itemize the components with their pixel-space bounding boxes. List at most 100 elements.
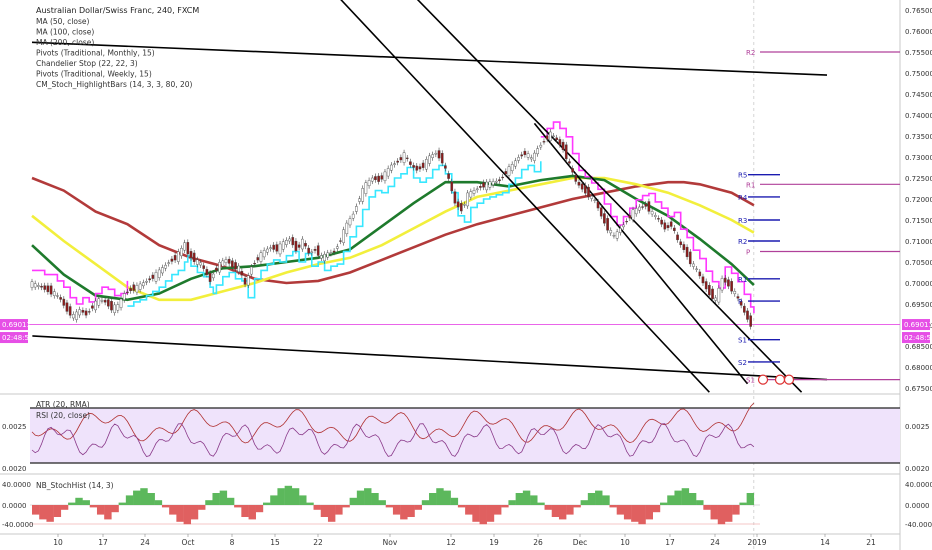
stoch-bar bbox=[306, 502, 314, 505]
atr-line bbox=[31, 402, 755, 444]
stoch-bar bbox=[436, 488, 444, 505]
stoch-bar bbox=[515, 493, 524, 505]
stoch-bar bbox=[147, 493, 155, 505]
stoch-bar bbox=[681, 488, 690, 505]
ma50-line bbox=[31, 174, 755, 302]
stoch-tick: 0.0000 bbox=[2, 502, 27, 510]
time-tick: 24 bbox=[140, 538, 150, 547]
indicator-legend-item: Pivots (Traditional, Weekly, 15) bbox=[36, 70, 152, 79]
time-tick: 10 bbox=[620, 538, 630, 547]
price-tick: 0.72500 bbox=[905, 175, 932, 183]
stoch-bar bbox=[89, 505, 98, 508]
stoch-bar bbox=[356, 490, 365, 505]
indicator-legend-item: MA (100, close) bbox=[36, 28, 94, 37]
stoch-bar bbox=[241, 505, 249, 517]
trend-line-0 bbox=[31, 41, 828, 76]
pane-label: NB_StochHist (14, 3) bbox=[36, 481, 114, 490]
stoch-bar bbox=[342, 505, 350, 508]
indicator-legend-item: CM_Stoch_HighlightBars (14, 3, 3, 80, 20… bbox=[36, 80, 193, 89]
stoch-bar bbox=[732, 505, 740, 515]
stoch-bar bbox=[270, 495, 278, 505]
stoch-hist-pane: NB_StochHist (14, 3) bbox=[32, 481, 755, 525]
price-tick: 0.74000 bbox=[905, 112, 932, 120]
ma100-line bbox=[31, 176, 755, 302]
time-tick: Nov bbox=[383, 538, 398, 547]
stoch-bar bbox=[566, 505, 574, 515]
stoch-bar bbox=[609, 505, 617, 508]
stoch-bar bbox=[400, 505, 408, 520]
rsi-line bbox=[31, 423, 755, 457]
weekly-pivot-label: P bbox=[738, 298, 742, 306]
stoch-bar bbox=[140, 488, 148, 505]
current-time-tag-left-bg bbox=[0, 332, 28, 344]
stoch-bar bbox=[327, 505, 336, 522]
stoch-tick: 40.0000 bbox=[2, 481, 31, 489]
trend-lines bbox=[31, 0, 828, 393]
stoch-tick: 0.0000 bbox=[905, 502, 930, 510]
stoch-bar bbox=[667, 495, 675, 505]
stoch-bar bbox=[226, 497, 235, 505]
weekly-pivot-label: R5 bbox=[738, 172, 747, 180]
price-tick: 0.68500 bbox=[905, 343, 932, 351]
price-tick: 0.67500 bbox=[905, 385, 932, 393]
time-tick: 19 bbox=[489, 538, 499, 547]
stoch-bar bbox=[46, 505, 54, 522]
stoch-bar bbox=[465, 505, 473, 515]
stoch-bar bbox=[198, 505, 206, 510]
stoch-bar bbox=[371, 493, 379, 505]
stoch-bar bbox=[688, 493, 697, 505]
stoch-bar bbox=[291, 488, 300, 505]
current-time-tag-left: 02:48:54 bbox=[2, 334, 34, 342]
time-tick: 8 bbox=[230, 538, 235, 547]
stoch-bar bbox=[125, 495, 134, 505]
trend-line-4 bbox=[533, 122, 749, 385]
stoch-bar bbox=[248, 505, 256, 520]
stoch-bar bbox=[205, 500, 213, 505]
current-price-tag-left-bg bbox=[0, 319, 28, 331]
ma200-line bbox=[31, 176, 755, 285]
price-tick: 0.71500 bbox=[905, 217, 932, 225]
trend-line-1 bbox=[31, 335, 828, 381]
price-tick: 0.69500 bbox=[905, 301, 932, 309]
stoch-bar bbox=[631, 505, 639, 522]
chandelier-stop-short bbox=[32, 269, 129, 305]
price-tick: 0.68000 bbox=[905, 364, 932, 372]
event-marker bbox=[774, 374, 786, 385]
stoch-tick: 40.0000 bbox=[905, 481, 932, 489]
stoch-bar bbox=[652, 505, 661, 513]
time-tick: 12 bbox=[446, 538, 456, 547]
stoch-bar bbox=[746, 493, 755, 505]
stoch-bar bbox=[623, 505, 632, 520]
chandelier-stop-long bbox=[127, 161, 542, 307]
monthly-pivot-label: R1 bbox=[746, 181, 755, 189]
atr-tick: 0.0025 bbox=[2, 423, 27, 431]
stoch-bar bbox=[39, 505, 47, 520]
stoch-bar bbox=[169, 505, 177, 515]
stoch-bar bbox=[443, 490, 451, 505]
stoch-bar bbox=[183, 505, 192, 525]
stoch-bar bbox=[364, 488, 372, 505]
current-time-tag-right: 02:48:54 bbox=[904, 334, 932, 342]
stoch-bar bbox=[696, 500, 704, 505]
stoch-bar bbox=[176, 505, 184, 522]
stoch-bar bbox=[255, 505, 264, 513]
monthly-pivot-label: R2 bbox=[746, 49, 755, 57]
indicator-legend-item: Pivots (Traditional, Monthly, 15) bbox=[36, 49, 155, 58]
stoch-bar bbox=[60, 505, 69, 510]
pane-label: RSI (20, close) bbox=[36, 411, 90, 420]
stoch-bar bbox=[450, 497, 459, 505]
weekly-pivot-label: R1 bbox=[738, 276, 747, 284]
time-tick: 21 bbox=[866, 538, 876, 547]
stoch-bar bbox=[558, 505, 567, 520]
stoch-bar bbox=[118, 502, 127, 505]
chart-title: Australian Dollar/Swiss Franc, 240, FXCM bbox=[36, 6, 199, 15]
time-tick: 24 bbox=[710, 538, 720, 547]
current-price-tag-right: 0.69011 bbox=[904, 321, 932, 329]
stoch-bar bbox=[595, 490, 603, 505]
stoch-bar bbox=[602, 495, 610, 505]
stoch-bar bbox=[493, 505, 502, 515]
stoch-bar bbox=[392, 505, 401, 515]
stoch-bar bbox=[724, 505, 733, 522]
time-tick: 14 bbox=[820, 538, 830, 547]
stoch-bar bbox=[530, 495, 538, 505]
